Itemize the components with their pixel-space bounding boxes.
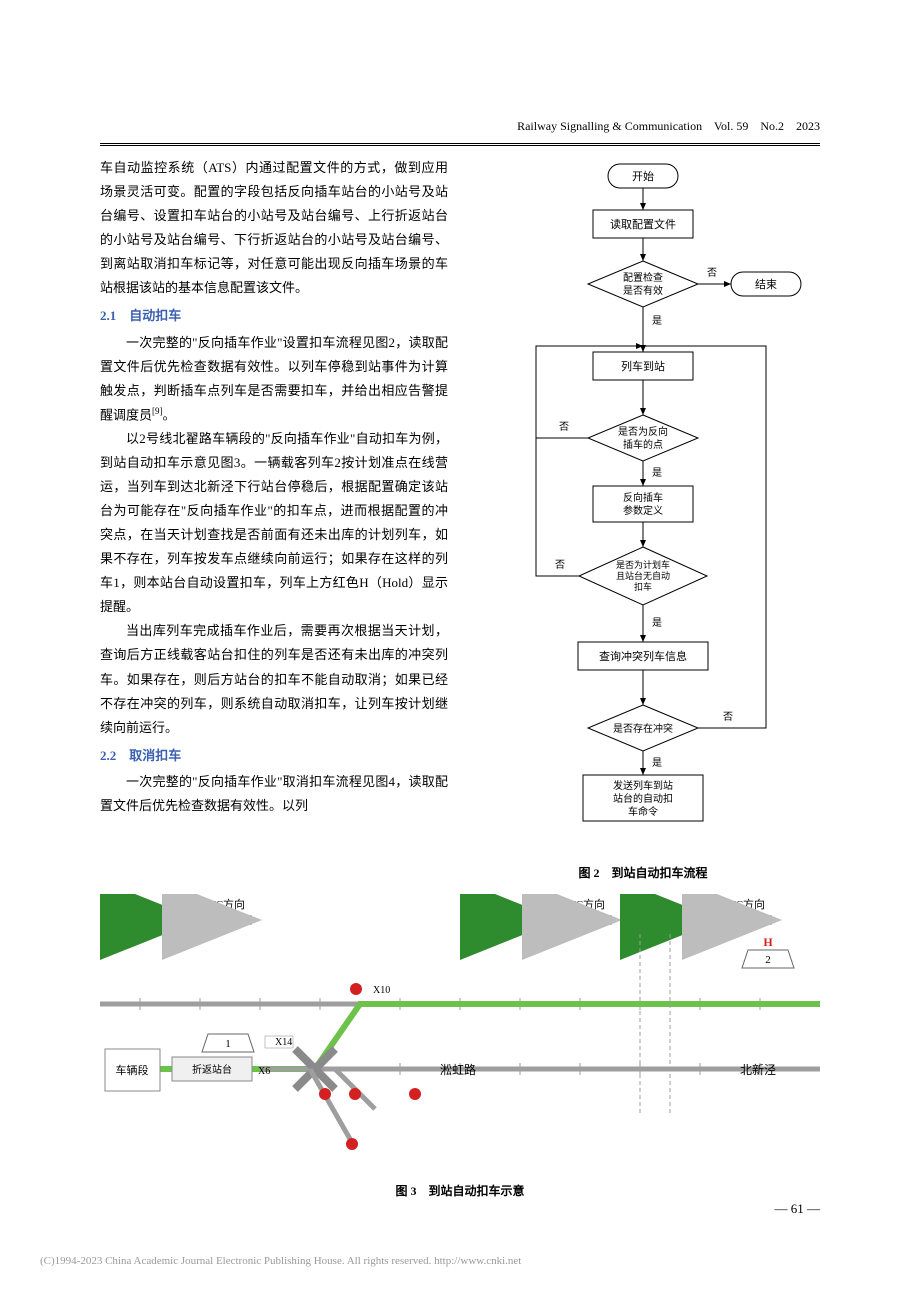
right-figure-column: 开始 读取配置文件 配置检查 是否有效 否 结束 bbox=[466, 156, 820, 884]
copyright-footer: (C)1994-2023 China Academic Journal Elec… bbox=[40, 1251, 521, 1271]
node-start-label: 开始 bbox=[632, 169, 654, 183]
node-check-l2: 是否有效 bbox=[623, 284, 663, 297]
station-songhong: 淞虹路 bbox=[440, 1062, 476, 1077]
station-beixinjing: 北新泾 bbox=[740, 1062, 776, 1077]
node-param-l1: 反向插车 bbox=[623, 491, 663, 504]
tbtc-group-2: TBTC方向 bbox=[550, 897, 612, 920]
page-number: — 61 — bbox=[775, 1197, 821, 1221]
edge-conf-no: 否 bbox=[723, 711, 733, 723]
paragraph-5: 一次完整的"反向插车作业"取消扣车流程见图4，读取配置文件后优先检查数据有效性。… bbox=[100, 770, 448, 818]
paragraph-1: 车自动监控系统（ATS）内通过配置文件的方式，做到应用场景灵活可变。配置的字段包… bbox=[100, 156, 448, 300]
schematic-svg: TBTC方向 TBTC方向 TBTC方向 H 2 bbox=[100, 894, 820, 1174]
figure-2-flowchart: 开始 读取配置文件 配置检查 是否有效 否 结束 bbox=[466, 156, 820, 856]
flowchart-svg: 开始 读取配置文件 配置检查 是否有效 否 结束 bbox=[466, 156, 820, 856]
heading-2-2: 2.2 取消扣车 bbox=[100, 744, 448, 768]
node-arrive-label: 列车到站 bbox=[621, 359, 665, 373]
paragraph-2: 一次完整的"反向插车作业"设置扣车流程见图2，读取配置文件后优先检查数据有效性。… bbox=[100, 331, 448, 428]
node-end-label: 结束 bbox=[755, 278, 777, 291]
node-send-l1: 发送列车到站 bbox=[613, 779, 673, 792]
paragraph-3: 以2号线北翟路车辆段的"反向插车作业"自动扣车为例，到站自动扣车示意见图3。一辆… bbox=[100, 427, 448, 619]
node-isplan-l3: 扣车 bbox=[634, 581, 652, 592]
journal-year: 2023 bbox=[796, 119, 820, 133]
tbtc-label-1: TBTC方向 bbox=[195, 897, 245, 911]
train1-num: 1 bbox=[225, 1038, 231, 1050]
node-isrev-l2: 插车的点 bbox=[623, 438, 663, 451]
edge-isplan-no: 否 bbox=[555, 559, 565, 571]
figure-2-caption: 图 2 到站自动扣车流程 bbox=[466, 862, 820, 884]
node-read-label: 读取配置文件 bbox=[610, 217, 676, 231]
left-text-column: 车自动监控系统（ATS）内通过配置文件的方式，做到应用场景灵活可变。配置的字段包… bbox=[100, 156, 448, 884]
tbtc-label-3: TBTC方向 bbox=[715, 897, 765, 911]
two-column-region: 车自动监控系统（ATS）内通过配置文件的方式，做到应用场景灵活可变。配置的字段包… bbox=[100, 156, 820, 884]
node-send-l3: 车命令 bbox=[628, 805, 658, 818]
edge-conf-yes: 是 bbox=[652, 757, 662, 769]
node-isplan-l2: 且站台无自动 bbox=[616, 570, 670, 581]
figure-3-caption: 图 3 到站自动扣车示意 bbox=[100, 1180, 820, 1202]
tbtc-group-1: TBTC方向 bbox=[190, 897, 252, 920]
figure-3-schematic: TBTC方向 TBTC方向 TBTC方向 H 2 bbox=[100, 894, 820, 1174]
journal-vol: Vol. 59 bbox=[714, 119, 748, 133]
node-check-l1: 配置检查 bbox=[623, 271, 663, 284]
running-header: Railway Signalling & Communication Vol. … bbox=[100, 115, 820, 146]
journal-name: Railway Signalling & Communication bbox=[517, 119, 702, 133]
node-conf-label: 是否存在冲突 bbox=[613, 722, 673, 735]
node-isplan-l1: 是否为计划车 bbox=[616, 559, 670, 570]
train2-num: 2 bbox=[765, 954, 771, 966]
edge-isplan-yes: 是 bbox=[652, 617, 662, 629]
turnback-label: 折返站台 bbox=[192, 1063, 232, 1076]
node-isrev-l1: 是否为反向 bbox=[618, 425, 668, 438]
node-param-l2: 参数定义 bbox=[623, 504, 663, 517]
page-container: Railway Signalling & Communication Vol. … bbox=[100, 115, 820, 1203]
heading-2-1: 2.1 自动扣车 bbox=[100, 304, 448, 328]
train-2: H 2 bbox=[742, 935, 794, 968]
journal-no: No.2 bbox=[760, 119, 784, 133]
tbtc-group-3: TBTC方向 bbox=[710, 897, 772, 920]
depot-label: 车辆段 bbox=[116, 1063, 149, 1077]
hold-indicator: H bbox=[763, 935, 773, 949]
sig-x6: X6 bbox=[258, 1066, 270, 1077]
sig-x10: X10 bbox=[373, 985, 390, 996]
p2-citation: [9] bbox=[152, 406, 163, 416]
sig-x14: X14 bbox=[275, 1037, 292, 1048]
tbtc-label-2: TBTC方向 bbox=[555, 897, 605, 911]
edge-check-no: 否 bbox=[707, 267, 717, 279]
node-send-l2: 站台的自动扣 bbox=[613, 792, 673, 805]
p2-end: 。 bbox=[163, 407, 176, 422]
edge-check-yes: 是 bbox=[652, 315, 662, 327]
edge-isrev-yes: 是 bbox=[652, 467, 662, 479]
node-query-label: 查询冲突列车信息 bbox=[599, 649, 687, 663]
edge-isrev-no: 否 bbox=[559, 421, 569, 433]
paragraph-4: 当出库列车完成插车作业后，需要再次根据当天计划，查询后方正线载客站台扣住的列车是… bbox=[100, 619, 448, 739]
